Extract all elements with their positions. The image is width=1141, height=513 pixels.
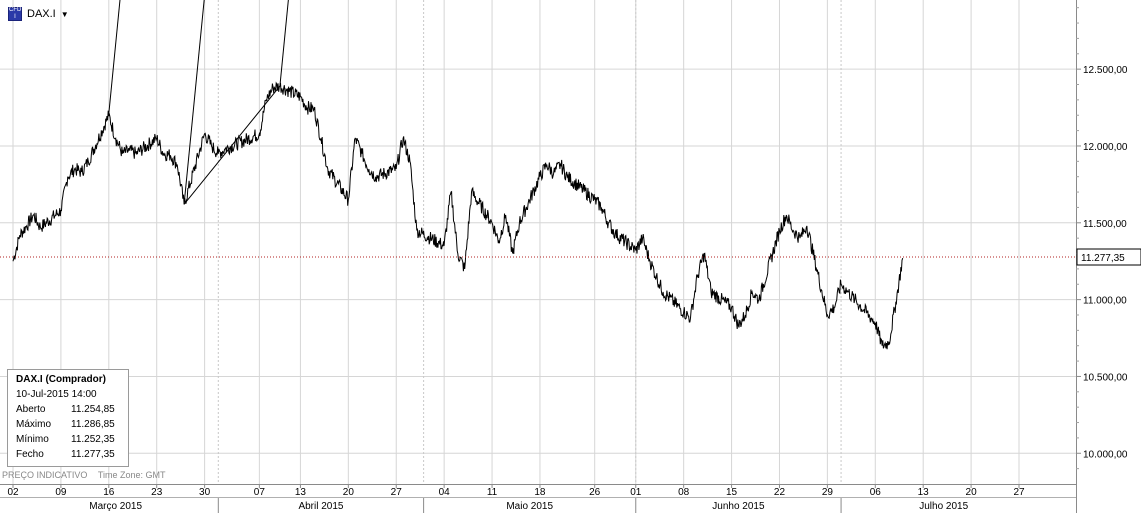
x-tick-label: 18 <box>534 487 546 498</box>
y-tick-label: 11.000,00 <box>1083 296 1127 307</box>
month-label: Junho 2015 <box>712 501 765 512</box>
x-tick-label: 13 <box>295 487 307 498</box>
symbol-label: DAX.I <box>27 8 56 20</box>
x-tick-label: 11 <box>487 487 498 498</box>
month-label: Março 2015 <box>89 501 142 512</box>
y-tick-label: 10.500,00 <box>1083 372 1128 383</box>
indicative-price-note: PREÇO INDICATIVO <box>2 470 88 480</box>
x-tick-label: 23 <box>151 487 163 498</box>
info-row-open: Aberto 11.254,85 <box>16 404 115 415</box>
ohlc-info-panel: DAX.I (Comprador) 10-Jul-2015 14:00 Aber… <box>7 369 129 467</box>
x-tick-label: 20 <box>966 487 978 498</box>
cfd-instrument-icon: CFD I <box>8 7 22 21</box>
month-label: Julho 2015 <box>919 501 968 512</box>
timezone-note: Time Zone: GMT <box>97 470 166 480</box>
x-tick-label: 27 <box>391 487 403 498</box>
x-tick-label: 27 <box>1013 487 1025 498</box>
x-tick-label: 26 <box>589 487 601 498</box>
last-price-label: 11.277,35 <box>1081 253 1125 264</box>
x-tick-label: 01 <box>630 487 642 498</box>
x-tick-label: 02 <box>7 487 19 498</box>
x-tick-label: 06 <box>870 487 882 498</box>
info-datetime: 10-Jul-2015 14:00 <box>16 389 97 400</box>
x-tick-label: 29 <box>822 487 834 498</box>
y-tick-label: 12.000,00 <box>1083 142 1128 153</box>
x-tick-label: 07 <box>254 487 266 498</box>
x-tick-label: 15 <box>726 487 738 498</box>
x-tick-label: 22 <box>774 487 786 498</box>
y-tick-label: 12.500,00 <box>1083 65 1128 76</box>
info-row-high: Máximo 11.286,85 <box>16 419 115 430</box>
x-tick-label: 16 <box>103 487 115 498</box>
x-tick-label: 04 <box>439 487 451 498</box>
month-label: Abril 2015 <box>298 501 343 512</box>
chart-footer: PREÇO INDICATIVO Time Zone: GMT <box>2 470 166 480</box>
symbol-selector[interactable]: CFD I DAX.I ▼ <box>8 7 69 21</box>
price-line <box>12 81 904 350</box>
last-price-box <box>1076 248 1141 266</box>
info-title: DAX.I (Comprador) <box>16 374 106 385</box>
x-tick-label: 13 <box>918 487 930 498</box>
x-tick-label: 20 <box>343 487 355 498</box>
plot-area <box>0 0 1076 484</box>
x-tick-label: 09 <box>55 487 67 498</box>
x-tick-label: 30 <box>199 487 211 498</box>
y-tick-label: 11.500,00 <box>1083 219 1127 230</box>
info-row-close: Fecho 11.277,35 <box>16 449 115 460</box>
month-label: Maio 2015 <box>506 501 553 512</box>
info-row-low: Mínimo 11.252,35 <box>16 434 115 445</box>
x-tick-label: 08 <box>678 487 690 498</box>
chevron-down-icon[interactable]: ▼ <box>60 9 69 19</box>
y-tick-label: 10.000,00 <box>1083 449 1128 460</box>
